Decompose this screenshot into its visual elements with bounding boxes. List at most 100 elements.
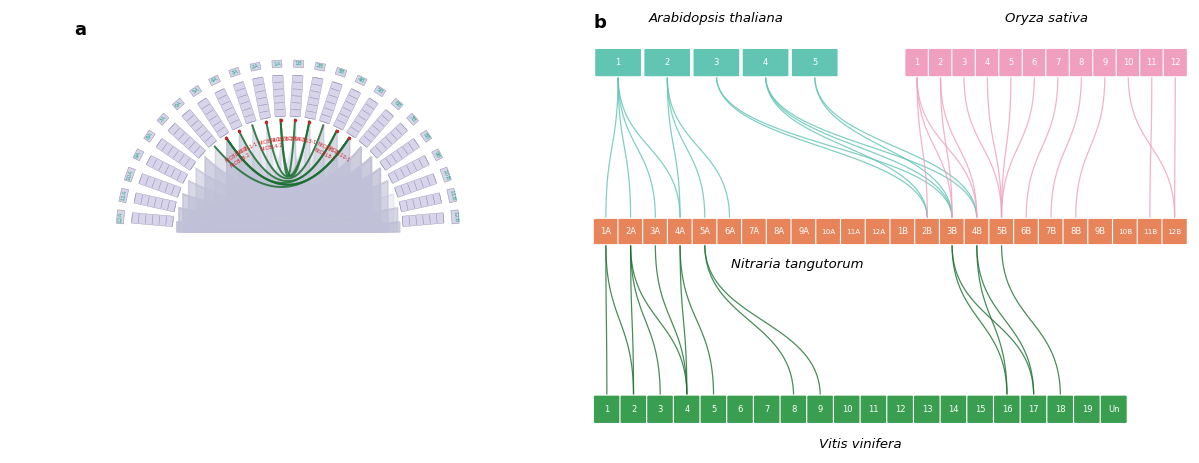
FancyBboxPatch shape	[1087, 219, 1113, 244]
Text: 10: 10	[842, 405, 852, 414]
Text: 5A: 5A	[699, 227, 710, 236]
Text: NtCBL8-1: NtCBL8-1	[314, 147, 337, 162]
Text: Arabidopsis thaliana: Arabidopsis thaliana	[649, 12, 784, 25]
FancyBboxPatch shape	[915, 219, 940, 244]
Text: 11: 11	[1146, 58, 1157, 67]
FancyBboxPatch shape	[781, 395, 807, 424]
Text: NtCBL4-3: NtCBL4-3	[282, 136, 306, 143]
Text: 4A: 4A	[210, 76, 219, 84]
Text: 17: 17	[1029, 405, 1040, 414]
Text: 7B: 7B	[408, 115, 417, 124]
Text: 10A: 10A	[821, 229, 836, 234]
Text: 7A: 7A	[158, 115, 168, 124]
Text: 3B: 3B	[337, 69, 345, 76]
FancyBboxPatch shape	[1140, 48, 1164, 77]
FancyBboxPatch shape	[1038, 219, 1064, 244]
Text: 3A: 3A	[230, 69, 239, 76]
FancyBboxPatch shape	[815, 219, 842, 244]
FancyBboxPatch shape	[700, 395, 727, 424]
FancyBboxPatch shape	[742, 48, 789, 77]
FancyBboxPatch shape	[791, 48, 838, 77]
Text: 8A: 8A	[773, 227, 784, 236]
Text: b: b	[594, 14, 607, 31]
FancyBboxPatch shape	[1092, 48, 1117, 77]
Text: 1A: 1A	[601, 227, 611, 236]
Text: NtCBL8-2: NtCBL8-2	[230, 151, 252, 169]
Text: 11B: 11B	[1143, 229, 1157, 234]
Text: 10B: 10B	[441, 169, 450, 181]
Text: 18: 18	[1055, 405, 1066, 414]
Text: 10B: 10B	[1117, 229, 1132, 234]
Text: NtCBL10-1: NtCBL10-1	[326, 145, 351, 164]
FancyBboxPatch shape	[594, 219, 619, 244]
Text: NtCBL1-1: NtCBL1-1	[236, 141, 259, 156]
Text: NtCBL3-2: NtCBL3-2	[270, 136, 294, 143]
FancyBboxPatch shape	[1116, 48, 1140, 77]
Text: 3: 3	[713, 58, 719, 67]
Text: 8B: 8B	[1070, 227, 1081, 236]
Polygon shape	[168, 123, 205, 158]
Text: 15: 15	[975, 405, 986, 414]
Text: 1A: 1A	[273, 61, 281, 67]
FancyBboxPatch shape	[840, 219, 866, 244]
Text: 2A: 2A	[251, 63, 260, 70]
Text: 7: 7	[1055, 58, 1061, 67]
FancyBboxPatch shape	[644, 48, 691, 77]
Polygon shape	[146, 156, 188, 183]
Polygon shape	[198, 98, 229, 138]
Text: 11A: 11A	[120, 189, 127, 201]
Text: Oryza sativa: Oryza sativa	[1005, 12, 1087, 25]
Text: 6B: 6B	[392, 100, 402, 108]
Polygon shape	[182, 109, 217, 148]
Text: 7: 7	[764, 405, 770, 414]
FancyBboxPatch shape	[940, 395, 968, 424]
Text: 1B: 1B	[897, 227, 908, 236]
FancyBboxPatch shape	[1047, 395, 1074, 424]
FancyBboxPatch shape	[741, 219, 767, 244]
Text: NtCBL1-2: NtCBL1-2	[317, 141, 339, 156]
FancyBboxPatch shape	[620, 395, 647, 424]
Text: 2: 2	[664, 58, 670, 67]
FancyBboxPatch shape	[866, 219, 891, 244]
Text: 6A: 6A	[174, 100, 183, 108]
FancyBboxPatch shape	[693, 48, 740, 77]
Polygon shape	[134, 193, 176, 212]
Polygon shape	[156, 138, 195, 170]
Text: 12: 12	[1170, 58, 1181, 67]
FancyBboxPatch shape	[928, 48, 952, 77]
Text: 6A: 6A	[724, 227, 735, 236]
Text: 13: 13	[922, 405, 933, 414]
Text: 11A: 11A	[846, 229, 861, 234]
Text: 5: 5	[711, 405, 716, 414]
Polygon shape	[132, 213, 174, 227]
Polygon shape	[215, 88, 242, 130]
FancyBboxPatch shape	[833, 395, 861, 424]
Text: 1: 1	[604, 405, 609, 414]
Text: 12A: 12A	[118, 211, 123, 223]
Text: 4: 4	[685, 405, 689, 414]
FancyBboxPatch shape	[999, 48, 1023, 77]
FancyBboxPatch shape	[1113, 219, 1138, 244]
Polygon shape	[370, 123, 408, 158]
FancyBboxPatch shape	[952, 48, 976, 77]
Polygon shape	[399, 193, 441, 212]
Text: 7B: 7B	[1046, 227, 1056, 236]
Polygon shape	[290, 75, 303, 117]
Text: 1: 1	[615, 58, 621, 67]
FancyBboxPatch shape	[890, 219, 915, 244]
Text: 9: 9	[1102, 58, 1108, 67]
Text: 2B: 2B	[315, 63, 325, 70]
Polygon shape	[380, 138, 420, 170]
Text: 3B: 3B	[946, 227, 958, 236]
Text: 10: 10	[1123, 58, 1133, 67]
FancyBboxPatch shape	[1163, 48, 1187, 77]
FancyBboxPatch shape	[905, 48, 929, 77]
FancyBboxPatch shape	[994, 395, 1020, 424]
FancyBboxPatch shape	[860, 395, 887, 424]
Text: 2B: 2B	[922, 227, 933, 236]
Text: 6: 6	[1031, 58, 1037, 67]
Text: 5: 5	[812, 58, 818, 67]
FancyBboxPatch shape	[964, 219, 989, 244]
FancyBboxPatch shape	[1070, 48, 1093, 77]
FancyBboxPatch shape	[975, 48, 1000, 77]
